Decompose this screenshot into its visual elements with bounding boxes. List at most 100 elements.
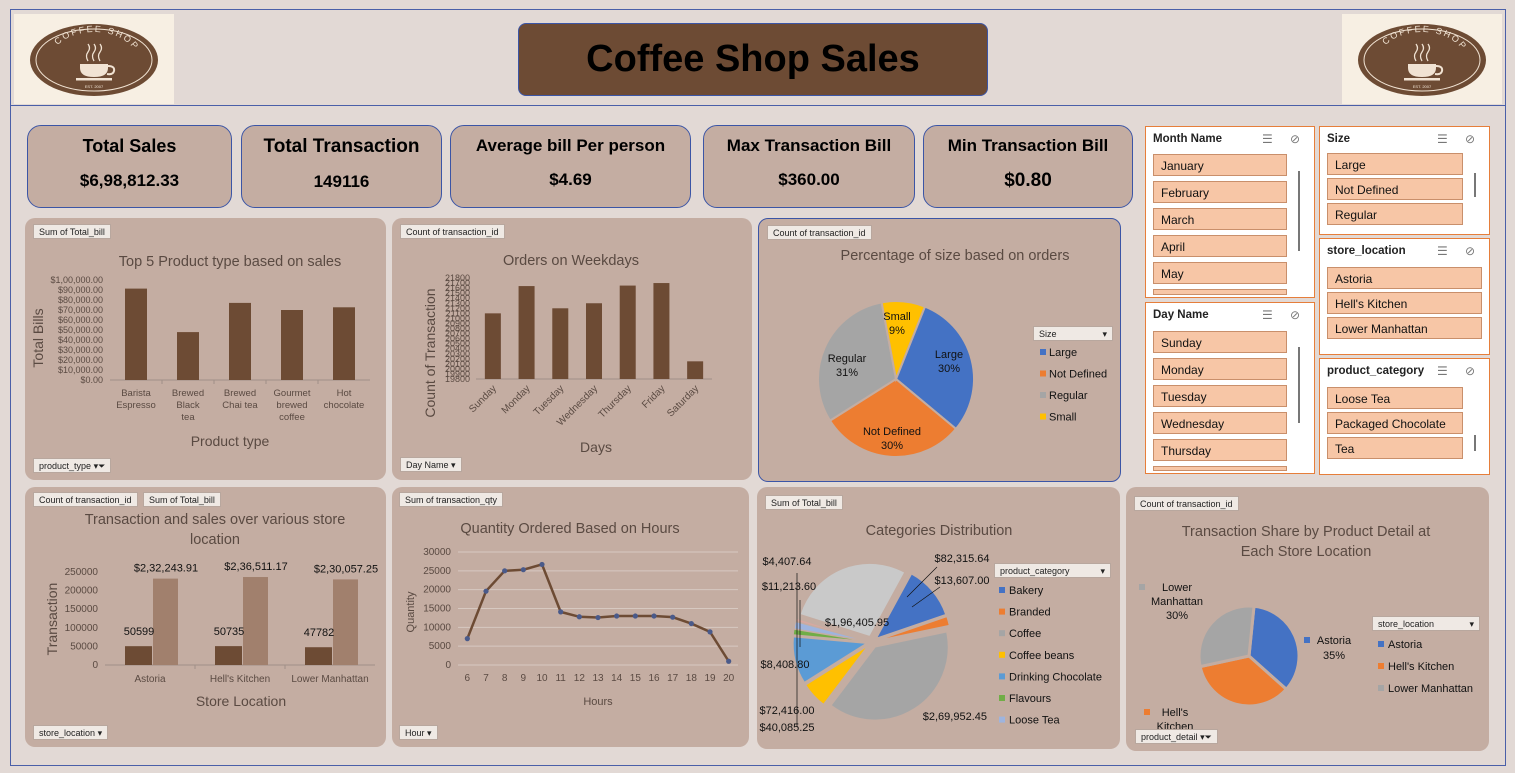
chart-title: location <box>190 532 240 548</box>
multi-select-icon[interactable]: ☰ <box>1437 244 1448 258</box>
data-label: Small <box>883 311 911 323</box>
y-tick-label: 20900 <box>445 318 470 328</box>
slicer-item-not-defined[interactable]: Not Defined <box>1327 178 1463 200</box>
slicer-item-sunday[interactable]: Sunday <box>1153 331 1287 353</box>
multi-select-icon[interactable]: ☰ <box>1437 364 1448 378</box>
legend-dropdown-size[interactable]: Size ▾ <box>1033 326 1113 341</box>
field-button-count-transaction[interactable]: Count of transaction_id <box>400 224 505 239</box>
data-label: 9% <box>889 325 905 337</box>
legend-label: Branded <box>1009 607 1051 619</box>
y-axis-title: Transaction <box>44 583 60 656</box>
slicer-item-tuesday[interactable]: Tuesday <box>1153 385 1287 407</box>
chart-svg: Orders on Weekdays Days Count of Transacti… <box>422 253 712 455</box>
bar <box>333 307 355 380</box>
clear-filter-icon[interactable]: ⊘ <box>1465 244 1476 258</box>
slicer-item-loose-tea[interactable]: Loose Tea <box>1327 387 1463 409</box>
x-tick-label: Chai tea <box>222 400 258 411</box>
slicer-item-packaged-chocolate[interactable]: Packaged Chocolate <box>1327 412 1463 434</box>
legend-dropdown-label: store_location <box>1378 619 1435 629</box>
slicer-item-april[interactable]: April <box>1153 235 1287 257</box>
legend-dropdown-store-location[interactable]: store_location ▾ <box>1372 616 1480 631</box>
legend-label: Coffee <box>1009 628 1041 640</box>
clear-filter-icon[interactable]: ⊘ <box>1290 132 1301 146</box>
data-label: $72,416.00 <box>759 705 814 717</box>
chart-svg: Quantity Ordered Based on Hours Hours Quan… <box>405 521 738 708</box>
dropdown-arrow-icon: ▾ <box>427 728 432 738</box>
filter-funnel-icon: ▾⏷ <box>1200 732 1212 742</box>
x-tick-label: Barista <box>121 388 151 399</box>
slicer-scrollbar[interactable] <box>1474 435 1476 451</box>
x-axis-title: Store Location <box>196 693 286 709</box>
slicer-item-may[interactable]: May <box>1153 262 1287 284</box>
slicer-item-hells-kitchen[interactable]: Hell's Kitchen <box>1327 292 1482 314</box>
slicer-item-tea[interactable]: Tea <box>1327 437 1463 459</box>
slicer-item-regular[interactable]: Regular <box>1327 203 1463 225</box>
data-label: $8,408.80 <box>761 659 810 671</box>
kpi-label: Max Transaction Bill <box>726 136 892 155</box>
legend-swatch <box>999 651 1005 658</box>
field-button-count-transaction[interactable]: Count of transaction_id <box>33 492 138 507</box>
y-tick-label: $50,000.00 <box>58 325 103 335</box>
field-button-sum-total-bill[interactable]: Sum of Total_bill <box>143 492 221 507</box>
chart-title: Orders on Weekdays <box>503 253 639 269</box>
field-button-count-transaction[interactable]: Count of transaction_id <box>1134 496 1239 511</box>
field-button-sum-transaction-qty[interactable]: Sum of transaction_qty <box>399 492 504 507</box>
clear-filter-icon[interactable]: ⊘ <box>1465 364 1476 378</box>
filter-button-hour[interactable]: Hour ▾ <box>399 725 438 740</box>
legend-dropdown-product-category[interactable]: product_category ▾ <box>994 563 1111 578</box>
dropdown-arrow-icon: ▾ <box>451 460 456 470</box>
x-tick-label: 16 <box>648 673 660 684</box>
filter-button-product-detail[interactable]: product_detail ▾⏷ <box>1135 729 1218 744</box>
slicer-item-large[interactable]: Large <box>1327 153 1463 175</box>
slicer-item-march[interactable]: March <box>1153 208 1287 230</box>
slicer-item-february[interactable]: February <box>1153 181 1287 203</box>
slicer-item-partial[interactable] <box>1153 289 1287 295</box>
x-tick-label: Hell's Kitchen <box>210 674 270 685</box>
field-button-sum-total-bill[interactable]: Sum of Total_bill <box>33 224 111 239</box>
slicer-scrollbar[interactable] <box>1298 347 1300 423</box>
x-tick-label: 10 <box>536 673 548 684</box>
line-marker <box>576 614 582 620</box>
y-tick-label: $40,000.00 <box>58 335 103 345</box>
line-series <box>466 562 730 662</box>
data-label: $13,607.00 <box>934 575 989 587</box>
legend-swatch <box>999 695 1005 701</box>
x-tick-label: Hot <box>337 388 352 399</box>
field-button-count-transaction[interactable]: Count of transaction_id <box>767 225 872 240</box>
field-button-sum-total-bill[interactable]: Sum of Total_bill <box>765 495 843 510</box>
y-tick-label: 50000 <box>70 641 98 652</box>
clear-filter-icon[interactable]: ⊘ <box>1290 308 1301 322</box>
panel-categories-distribution: Categories Distribution $82,315.64 $13,607… <box>757 487 1120 749</box>
slicer-item-astoria[interactable]: Astoria <box>1327 267 1482 289</box>
y-axis-title: Quantity <box>405 591 417 632</box>
legend-label: Bakery <box>1009 585 1044 597</box>
slicer-item-lower-manhattan[interactable]: Lower Manhattan <box>1327 317 1482 339</box>
filter-button-product-type[interactable]: product_type ▾⏷ <box>33 458 112 473</box>
kpi-average-bill: Average bill Per person $4.69 <box>450 125 691 208</box>
multi-select-icon[interactable]: ☰ <box>1437 132 1448 146</box>
kpi-label: Total Transaction <box>263 136 420 157</box>
slicer-item-monday[interactable]: Monday <box>1153 358 1287 380</box>
y-tick-label: 21800 <box>445 273 470 283</box>
slicer-item-january[interactable]: January <box>1153 154 1287 176</box>
multi-select-icon[interactable]: ☰ <box>1262 308 1273 322</box>
slicer-item-partial[interactable] <box>1153 466 1287 471</box>
legend-label: Hell's Kitchen <box>1388 661 1454 673</box>
data-label: Not Defined <box>863 426 921 438</box>
pie-slice <box>792 628 867 642</box>
x-axis-title: Hours <box>583 696 613 708</box>
multi-select-icon[interactable]: ☰ <box>1262 132 1273 146</box>
y-tick-label: 19900 <box>445 369 470 379</box>
filter-button-day-name[interactable]: Day Name ▾ <box>400 457 462 472</box>
y-tick-label: $0.00 <box>80 375 103 385</box>
slicer-item-wednesday[interactable]: Wednesday <box>1153 412 1287 434</box>
filter-button-store-location[interactable]: store_location ▾ <box>33 725 109 740</box>
slicer-item-thursday[interactable]: Thursday <box>1153 439 1287 461</box>
slicer-scrollbar[interactable] <box>1474 173 1476 197</box>
bar <box>484 313 501 379</box>
x-tick-label: Tuesday <box>532 383 567 418</box>
clear-filter-icon[interactable]: ⊘ <box>1465 132 1476 146</box>
pie-slice <box>894 305 975 431</box>
slicer-scrollbar[interactable] <box>1298 171 1300 251</box>
y-tick-label: 20700 <box>445 329 470 339</box>
